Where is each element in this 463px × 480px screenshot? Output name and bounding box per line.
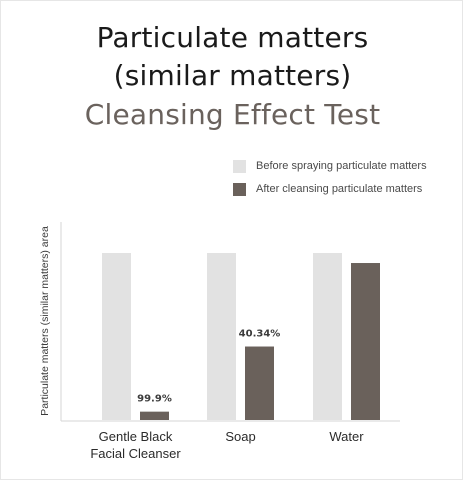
bar-after-3 — [351, 263, 380, 420]
legend-label-after: After cleansing particulate matters — [256, 183, 423, 195]
x-tick-label-2: Soap — [225, 429, 255, 444]
chart-subtitle: Cleansing Effect Test — [84, 98, 381, 131]
data-label-1: 99.9% — [137, 394, 172, 405]
x-tick-label-3: Water — [329, 429, 364, 444]
legend-swatch-after — [233, 182, 246, 196]
chart-title-line-2: (similar matters) — [113, 59, 352, 92]
x-tick-label-1-line-1: Gentle Black — [99, 429, 173, 444]
bar-after-1 — [140, 411, 169, 420]
legend-label-before: Before spraying particulate matters — [256, 160, 427, 172]
bar-before-2 — [207, 253, 236, 420]
chart-title-line-1: Particulate matters — [96, 21, 369, 54]
legend-item-before: Before spraying particulate matters — [233, 158, 427, 174]
legend-swatch-before — [233, 159, 246, 173]
y-axis-label: Particulate matters (similar matters) ar… — [39, 226, 51, 416]
bar-before-1 — [102, 253, 131, 420]
legend-item-after: After cleansing particulate matters — [233, 181, 422, 197]
x-tick-label-1-line-2: Facial Cleanser — [90, 446, 181, 461]
bar-before-3 — [313, 253, 342, 420]
bar-after-2 — [245, 346, 274, 420]
data-label-2: 40.34% — [239, 329, 281, 340]
